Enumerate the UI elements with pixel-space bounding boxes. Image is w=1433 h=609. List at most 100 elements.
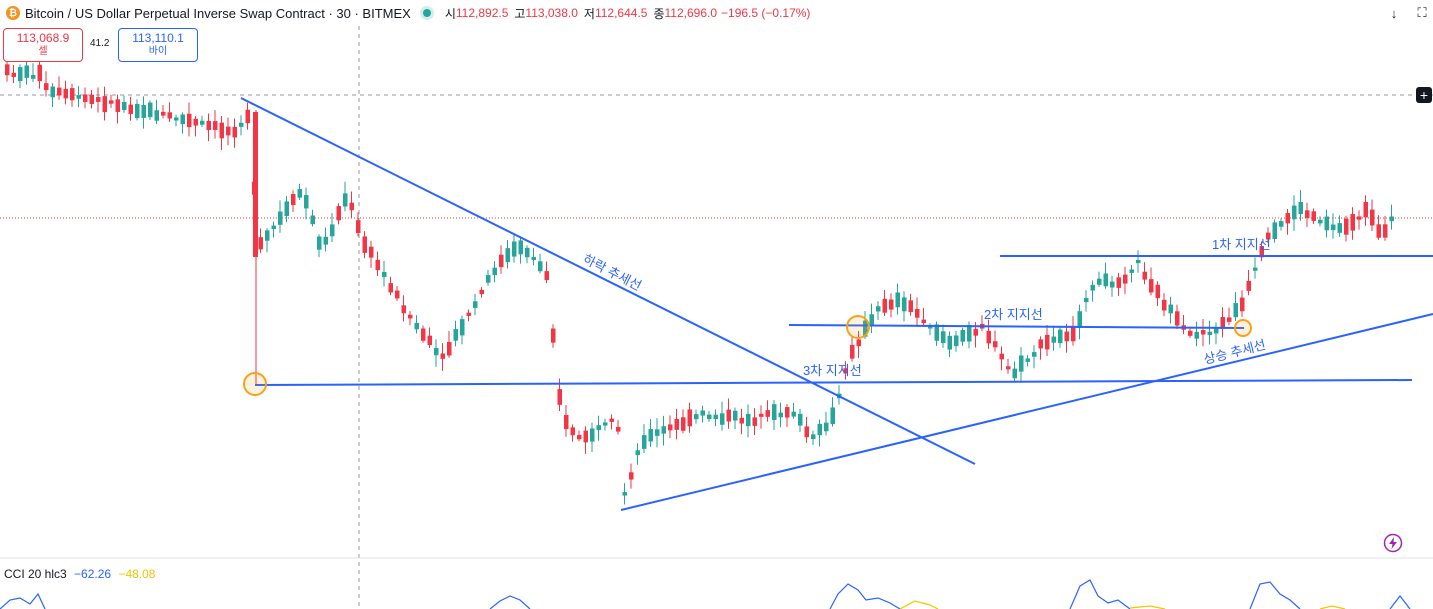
candle-body [1188, 330, 1193, 336]
candle-body [700, 410, 705, 416]
candle-body [668, 424, 673, 431]
candle-body [11, 72, 16, 77]
sell-button[interactable]: 113,068.9 셀 [3, 28, 83, 62]
candle-body [622, 492, 627, 496]
candle-body [1376, 224, 1381, 238]
candle-body [1110, 281, 1115, 288]
candle-body [24, 65, 29, 78]
cci-ma-line [1319, 605, 1346, 609]
low-value: 112,644.5 [594, 6, 648, 20]
candle-body [1025, 358, 1030, 362]
candle-body [551, 328, 556, 343]
candle-body [200, 120, 205, 125]
candle-body [1253, 267, 1258, 271]
symbol-title[interactable]: Bitcoin / US Dollar Perpetual Inverse Sw… [25, 5, 411, 21]
support2-label: 2차 지지선 [984, 307, 1043, 322]
candle-body [993, 341, 998, 348]
buy-button[interactable]: 113,110.1 바이 [118, 28, 198, 62]
candle-body [1272, 222, 1277, 240]
add-plus-icon[interactable]: + [1416, 87, 1432, 103]
candle-body [1246, 280, 1251, 291]
close-value: 112,696.0 [664, 6, 718, 20]
candle-body [518, 240, 523, 255]
candle-body [1175, 311, 1180, 326]
lightning-icon[interactable] [1383, 533, 1403, 553]
candle-body [382, 271, 387, 277]
candle-body [856, 339, 861, 347]
scroll-down-button[interactable]: ↓ [1383, 3, 1405, 23]
candle-body [76, 95, 81, 99]
change-value: −196.5 (−0.17%) [721, 6, 811, 20]
candle-body [154, 110, 159, 121]
candle-body [778, 412, 783, 418]
sell-price: 113,068.9 [16, 31, 70, 45]
candle-body [1305, 210, 1310, 218]
candle-body [577, 434, 582, 440]
candle-body [531, 257, 536, 261]
candle-body [401, 305, 406, 314]
candle-body [18, 67, 23, 82]
candle-body [258, 237, 263, 250]
candle-body [642, 435, 647, 449]
candle-body [1142, 271, 1147, 280]
candle-body [453, 329, 458, 341]
candle-body [265, 230, 270, 241]
candle-body [122, 101, 127, 111]
candle-body [973, 328, 978, 336]
candle-body [356, 220, 361, 234]
candle-body [947, 335, 952, 350]
candle-body [726, 409, 731, 422]
buy-label: 바이 [148, 46, 168, 57]
cci-legend[interactable]: CCI 20 hlc3 −62.26 −48.08 [4, 567, 155, 581]
cci-line [0, 592, 46, 609]
candle-body [1123, 274, 1128, 284]
candle-body [245, 109, 250, 124]
candle-body [1097, 278, 1102, 285]
candle-body [83, 94, 88, 102]
candle-body [999, 353, 1004, 360]
candle-body [1259, 246, 1264, 258]
marker-circle [243, 372, 267, 396]
candle-body [102, 96, 107, 113]
candle-body [707, 414, 712, 420]
candle-body [206, 120, 211, 131]
candle-body [557, 389, 562, 405]
cci-value: −62.26 [74, 567, 112, 581]
open-label: 시 [444, 6, 456, 21]
candle-body [479, 289, 484, 295]
candle-body [115, 99, 120, 112]
drawings [240, 97, 1433, 511]
support3-label: 3차 지지선 [803, 363, 862, 378]
candle-body [661, 426, 666, 434]
candle-body [843, 368, 848, 374]
fullscreen-button[interactable]: ⛶ [1411, 3, 1433, 23]
candle-body [1071, 325, 1076, 342]
candle-body [1194, 331, 1199, 339]
candle-body [466, 312, 471, 316]
candle-body [343, 193, 348, 207]
candle-body [876, 306, 881, 312]
cci-ma-line [1129, 605, 1166, 609]
candle-body [811, 434, 816, 440]
candle-body [499, 254, 504, 268]
candle-body [921, 319, 926, 324]
candle-body [375, 259, 380, 271]
candle-body [336, 206, 341, 221]
candle-body [1084, 298, 1089, 303]
candle-body [616, 426, 621, 432]
candle-body [752, 417, 757, 426]
candle-body [1337, 223, 1342, 233]
candle-body [804, 426, 809, 438]
candle-body [434, 347, 439, 356]
candle-body [174, 117, 179, 121]
candle-body [570, 427, 575, 436]
candle-body [830, 407, 835, 425]
candle-body [1019, 355, 1024, 372]
candle-body [902, 297, 907, 312]
candle-body [1090, 284, 1095, 291]
candle-body [1279, 221, 1284, 227]
candle-body [70, 88, 75, 101]
sell-label: 셀 [38, 46, 48, 57]
high-label: 고 [514, 6, 526, 21]
